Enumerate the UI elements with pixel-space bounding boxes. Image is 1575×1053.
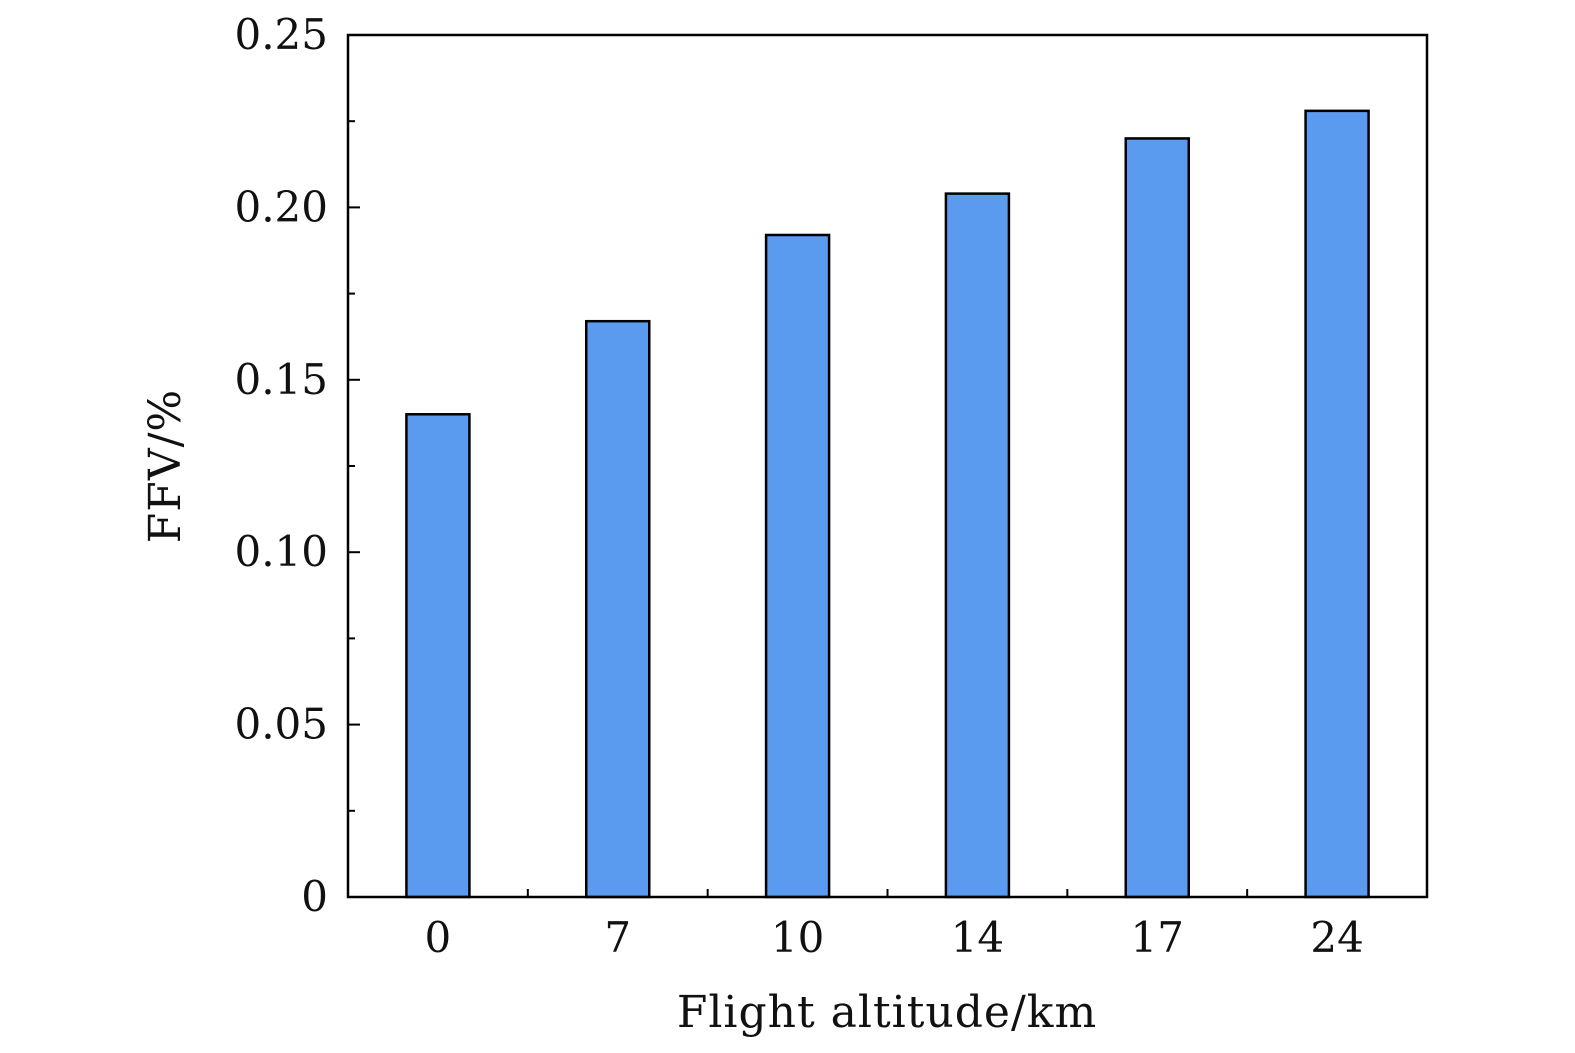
plot-frame [346,33,1429,899]
y-tick-label: 0 [301,872,328,921]
x-tick-label-24: 24 [1310,913,1363,962]
y-tick-label: 0.20 [234,182,328,231]
x-tick-labels: 0 7 10 14 17 24 [425,913,1364,962]
bar-10 [764,233,831,899]
x-tick-label-10: 10 [771,913,824,962]
bar-24 [1304,109,1370,899]
bar-17 [1124,137,1190,899]
y-axis-title: FFV/% [140,389,191,543]
x-axis-title: Flight altitude/km [677,987,1097,1038]
bar-14 [944,192,1011,899]
bar-0 [405,413,471,899]
bars-group [405,109,1370,899]
x-tick-label-7: 7 [604,913,631,962]
bar-7 [585,319,651,899]
y-tick-label: 0.25 [234,10,328,59]
x-tick-label-17: 17 [1131,913,1184,962]
y-tick-label: 0.15 [234,355,328,404]
x-tick-label-0: 0 [425,913,452,962]
y-tick-labels: 0 0.05 0.10 0.15 0.20 0.25 [234,10,328,921]
y-tick-label: 0.05 [234,700,328,749]
x-tick-label-14: 14 [951,913,1004,962]
y-tick-label: 0.10 [234,527,328,576]
